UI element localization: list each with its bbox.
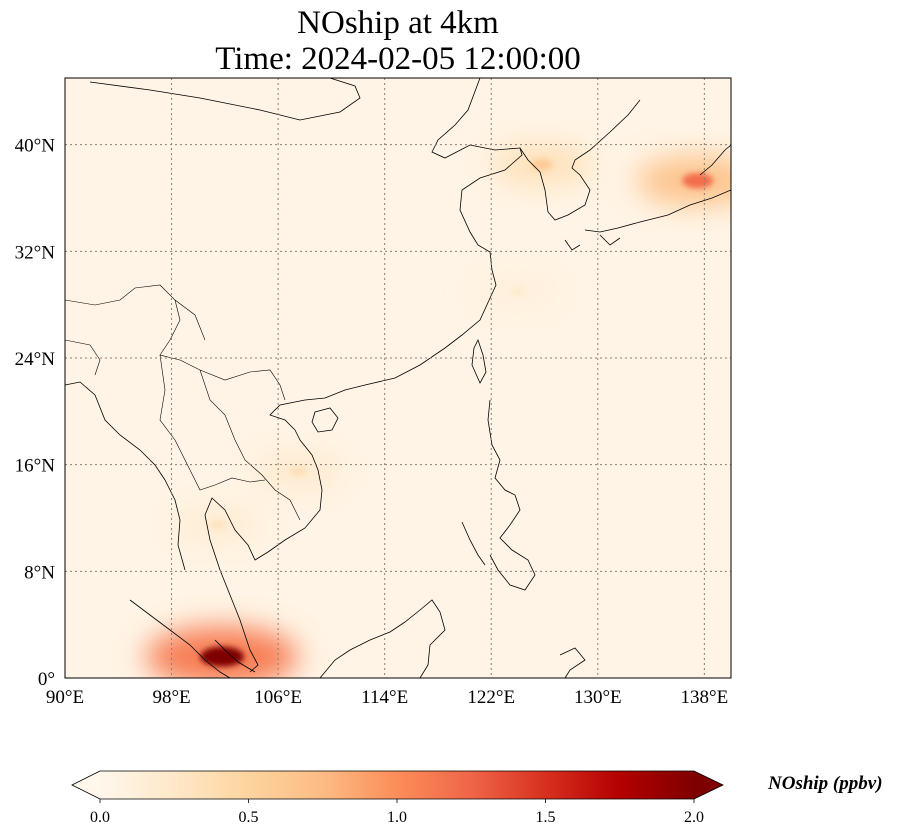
concentration-field (65, 78, 731, 678)
hotspot-core (682, 173, 714, 189)
longitude-tick-label: 90°E (46, 687, 84, 708)
indochina-coastline (204, 429, 323, 673)
latitude-tick-labels: 0° 8°N 16°N 24°N 32°N 40°N (15, 136, 56, 690)
hotspot-core (531, 158, 553, 171)
map-frame (64, 77, 732, 679)
latitude-tick-label: 16°N (15, 456, 56, 477)
korea-coastline (519, 99, 641, 221)
longitude-tick-label: 114°E (361, 687, 408, 708)
longitude-tick-label: 106°E (254, 687, 302, 708)
field-background (65, 78, 731, 678)
sumatra-coastline (129, 599, 256, 678)
sulawesi-coastline (559, 647, 586, 678)
philippines-coastline (461, 399, 536, 591)
colorbar-label: NOship (ppbv) (767, 773, 883, 794)
longitude-tick-label: 130°E (574, 687, 622, 708)
coastlines (65, 78, 731, 678)
colorbar-extend-max (694, 771, 723, 799)
colorbar-tick-label: 1.0 (387, 809, 407, 826)
latitude-tick-label: 0° (38, 669, 55, 690)
latitude-tick-label: 8°N (24, 562, 55, 583)
latitude-tick-label: 24°N (15, 349, 56, 370)
myanmar-coastline (65, 381, 186, 571)
hotspot-layer (146, 143, 731, 678)
borneo-coastline (319, 599, 446, 678)
colorbar-tick-label: 2.0 (684, 809, 704, 826)
latitude-tick-label: 40°N (15, 136, 56, 157)
longitude-tick-label: 98°E (152, 687, 190, 708)
taiwan-coastline (471, 338, 487, 384)
japan-coastline (564, 144, 731, 251)
colorbar: 0.0 0.5 1.0 1.5 2.0 NOship (ppbv) (71, 770, 883, 826)
colorbar-tick-label: 0.0 (90, 809, 110, 826)
longitude-tick-label: 122°E (467, 687, 515, 708)
hainan-coastline (311, 407, 339, 433)
colorbar-body (100, 771, 694, 799)
inland-borders (65, 284, 301, 521)
map-title: NOship at 4km (297, 5, 499, 41)
map-subtitle-time: Time: 2024-02-05 12:00:00 (215, 41, 581, 77)
longitude-tick-label: 138°E (681, 687, 729, 708)
colorbar-tick-label: 0.5 (239, 809, 259, 826)
colorbar-extend-min (72, 771, 100, 799)
colorbar-ticks: 0.0 0.5 1.0 1.5 2.0 (90, 799, 704, 826)
hotspot-core (510, 286, 526, 296)
china-coastline (269, 78, 523, 431)
hotspot-core (289, 466, 307, 477)
russia-border (89, 78, 361, 121)
gridlines (65, 78, 731, 678)
hotspot-core (209, 519, 227, 530)
colorbar-tick-label: 1.5 (536, 809, 556, 826)
latitude-tick-label: 32°N (15, 242, 56, 263)
longitude-tick-labels: 90°E 98°E 106°E 114°E 122°E 130°E 138°E (46, 687, 728, 708)
hotspot-core (200, 646, 245, 667)
